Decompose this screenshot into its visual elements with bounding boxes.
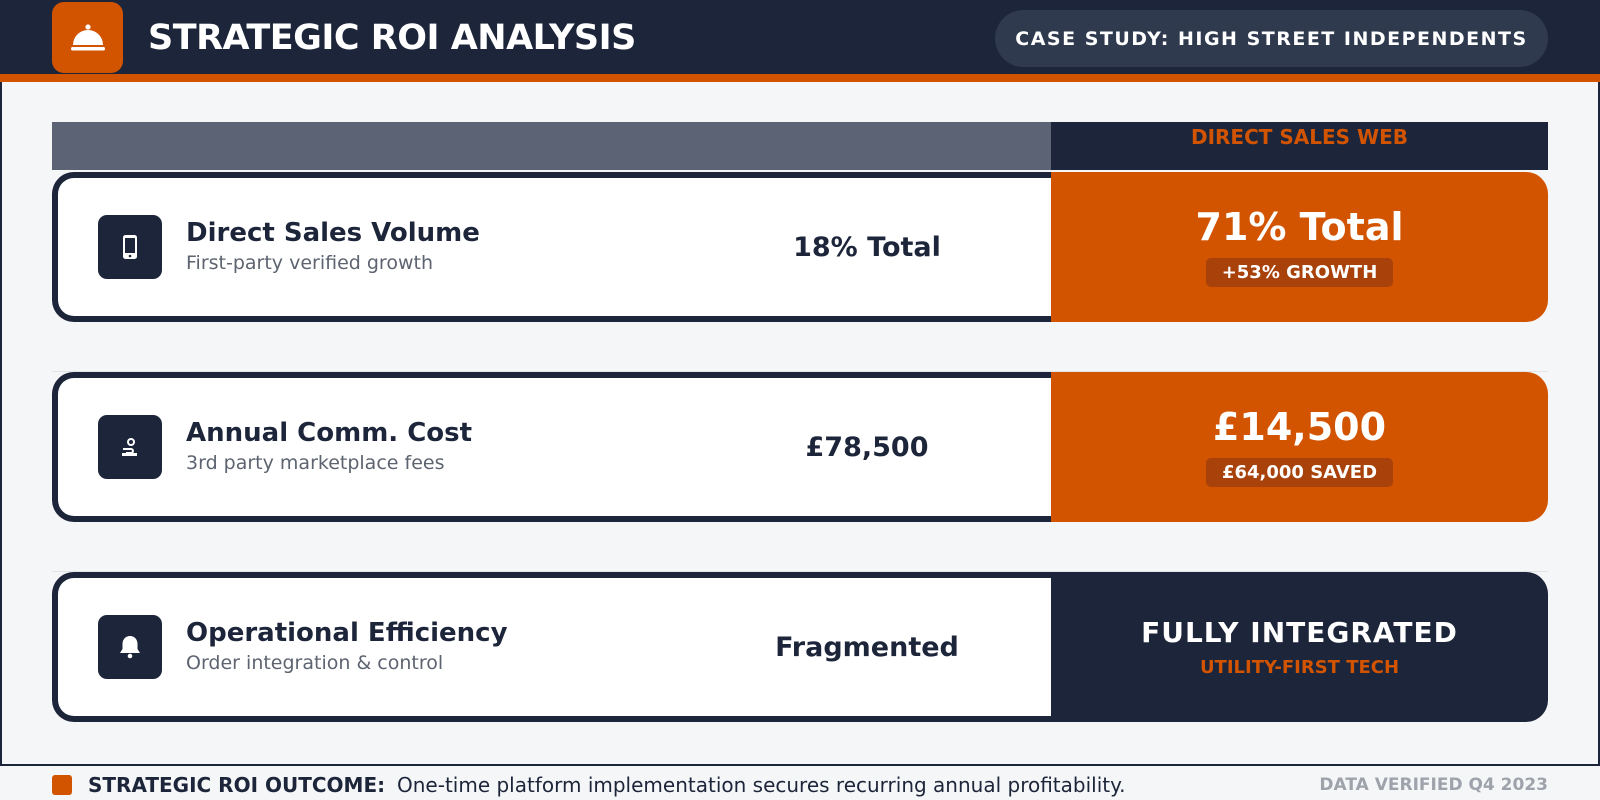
new-value: FULLY INTEGRATED	[1141, 616, 1458, 649]
footer-marker-icon	[52, 775, 72, 795]
case-study-badge: CASE STUDY: HIGH STREET INDEPENDENTS	[995, 10, 1548, 67]
direct-sales-cell: £14,500 £64,000 SAVED	[1051, 372, 1548, 522]
table-row: Operational Efficiency Order integration…	[52, 572, 1548, 722]
table-row: Direct Sales Volume First-party verified…	[52, 172, 1548, 322]
header-bar: STRATEGIC ROI ANALYSIS CASE STUDY: HIGH …	[0, 0, 1600, 82]
footer-bar: STRATEGIC ROI OUTCOME: One-time platform…	[0, 764, 1600, 800]
row-baseline-card	[52, 172, 1056, 322]
growth-badge: +53% GROWTH	[1205, 258, 1394, 288]
verified-note: DATA VERIFIED Q4 2023	[1319, 775, 1548, 795]
direct-sales-cell: 71% Total +53% GROWTH	[1051, 172, 1548, 322]
row-title: Operational Efficiency	[186, 618, 508, 648]
row-subtitle: Order integration & control	[186, 652, 444, 674]
current-value: Fragmented	[775, 631, 959, 663]
cloche-icon	[52, 2, 123, 73]
new-value: 71% Total	[1195, 204, 1404, 249]
new-value: £14,500	[1212, 404, 1387, 449]
row-baseline-card	[52, 572, 1056, 722]
page-title: STRATEGIC ROI ANALYSIS	[148, 18, 636, 58]
current-value: £78,500	[805, 431, 929, 463]
footer-label: STRATEGIC ROI OUTCOME:	[88, 773, 386, 797]
bell-icon	[98, 615, 162, 679]
table-row: Annual Comm. Cost 3rd party marketplace …	[52, 372, 1548, 522]
current-value: 18% Total	[793, 231, 941, 263]
row-divider	[52, 571, 1548, 572]
row-title: Annual Comm. Cost	[186, 418, 473, 448]
tech-label: UTILITY-FIRST TECH	[1199, 657, 1400, 678]
direct-sales-cell: FULLY INTEGRATED UTILITY-FIRST TECH	[1051, 572, 1548, 722]
coins-hand-icon	[98, 415, 162, 479]
column-header-direct-sales: DIRECT SALES WEB	[1051, 122, 1548, 170]
savings-badge: £64,000 SAVED	[1205, 458, 1394, 488]
row-title: Direct Sales Volume	[186, 218, 480, 248]
row-baseline-card	[52, 372, 1056, 522]
column-header-baseline	[52, 122, 1051, 170]
smartphone-icon	[98, 215, 162, 279]
row-divider	[52, 371, 1548, 372]
row-subtitle: First-party verified growth	[186, 252, 433, 274]
footer-text: One-time platform implementation secures…	[397, 773, 1126, 797]
column-header-label: DIRECT SALES WEB	[1190, 125, 1408, 149]
row-subtitle: 3rd party marketplace fees	[186, 452, 445, 474]
